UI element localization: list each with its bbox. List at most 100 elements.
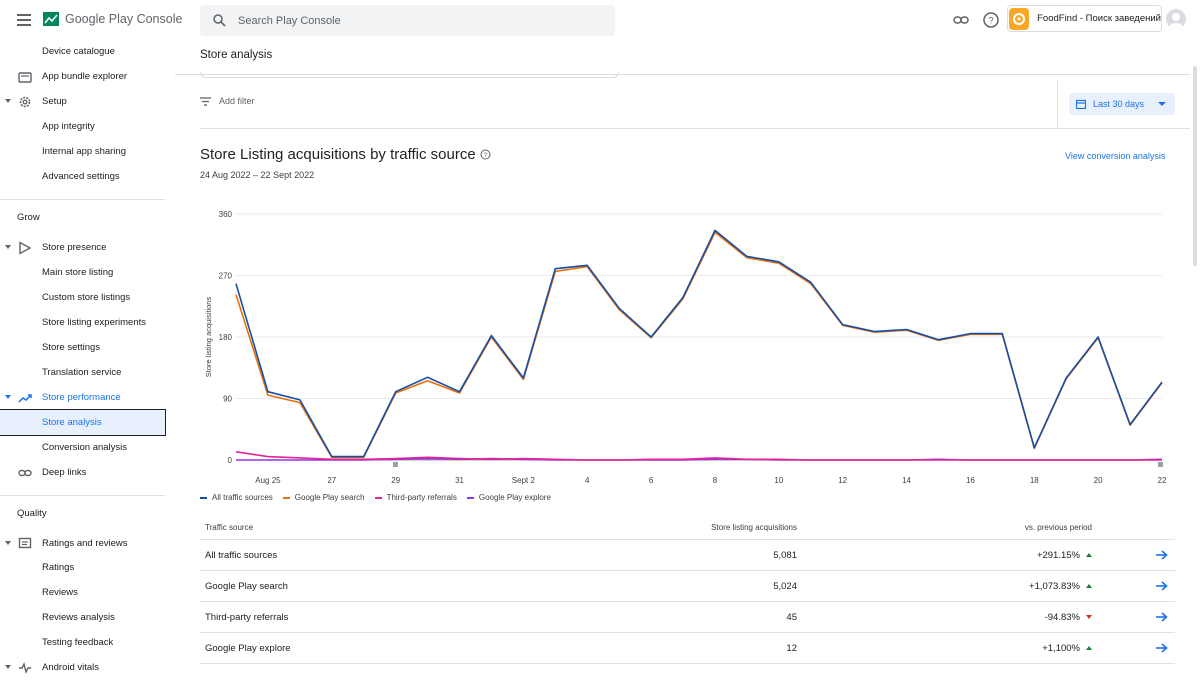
sidebar-item-label: Android vitals — [42, 662, 100, 673]
x-tick-label: 16 — [966, 476, 975, 485]
table-row[interactable]: Google Play search 5,024 +1,073.83% — [200, 571, 1175, 602]
change-value: +291.15% — [1036, 549, 1080, 561]
chart-legend: All traffic sources Google Play search T… — [200, 493, 551, 502]
y-tick-label: 270 — [219, 272, 233, 281]
menu-icon[interactable] — [17, 14, 31, 26]
app-selector[interactable]: FoodFind - Поиск заведений — [1007, 5, 1162, 32]
sidebar-item-ratings[interactable]: Ratings — [0, 555, 175, 580]
link-icon[interactable] — [952, 11, 970, 29]
header-divider — [175, 74, 1190, 75]
table-row[interactable]: Third-party referrals 45 -94.83% — [200, 602, 1175, 633]
arrow-right-icon[interactable] — [1156, 643, 1168, 653]
sidebar-item-advanced-settings[interactable]: Advanced settings — [0, 164, 175, 189]
caret-down-icon — [5, 665, 11, 669]
search-input[interactable] — [238, 14, 538, 27]
add-filter-label: Add filter — [219, 96, 255, 106]
arrow-right-icon[interactable] — [1156, 581, 1168, 591]
arrow-right-icon[interactable] — [1156, 550, 1168, 560]
sidebar-item-translation-service[interactable]: Translation service — [0, 360, 175, 385]
sidebar-item-label: Main store listing — [42, 267, 114, 278]
legend-item[interactable]: All traffic sources — [200, 493, 273, 502]
x-tick-label: 4 — [585, 476, 590, 485]
sidebar-item-label: Store presence — [42, 242, 107, 253]
trend-up-icon — [1086, 646, 1092, 650]
avatar[interactable] — [1166, 9, 1186, 29]
legend-item[interactable]: Google Play search — [282, 493, 365, 502]
x-tick-label: 8 — [713, 476, 718, 485]
column-header-acquisitions[interactable]: Store listing acquisitions — [711, 522, 797, 532]
legend-label: All traffic sources — [212, 493, 273, 502]
play-console-logo[interactable]: Google Play Console — [42, 10, 182, 28]
sidebar-item-store-presence[interactable]: Store presence — [0, 235, 175, 260]
sidebar-item-app-integrity[interactable]: App integrity — [0, 114, 175, 139]
x-tick-label: 6 — [649, 476, 654, 485]
table-row[interactable]: All traffic sources 5,081 +291.15% — [200, 540, 1175, 571]
add-filter-button[interactable]: Add filter — [200, 96, 255, 106]
column-header-traffic-source[interactable]: Traffic source — [205, 522, 254, 532]
svg-text:?: ? — [483, 152, 487, 159]
sidebar-item-label: Internal app sharing — [42, 146, 126, 157]
legend-swatch — [466, 496, 474, 499]
filter-icon — [200, 96, 211, 106]
series-line — [235, 229, 1163, 458]
sidebar-item-label: Testing feedback — [42, 637, 114, 648]
sidebar-item-reviews[interactable]: Reviews — [0, 580, 175, 605]
date-range-button[interactable]: Last 30 days — [1069, 93, 1175, 115]
trend-up-icon — [1086, 553, 1092, 557]
sidebar-item-deep-links[interactable]: Deep links — [0, 460, 175, 485]
sidebar-item-android-vitals[interactable]: Android vitals — [0, 655, 175, 680]
sidebar-item-store-performance[interactable]: Store performance — [0, 385, 175, 410]
legend-item[interactable]: Google Play explore — [466, 493, 551, 502]
legend-swatch — [374, 496, 382, 499]
column-header-change[interactable]: vs. previous period — [797, 523, 1092, 532]
traffic-source-table: Traffic source Store listing acquisition… — [200, 515, 1175, 664]
collapsed-card — [200, 72, 619, 78]
scrollbar[interactable] — [1193, 66, 1197, 266]
trend-down-icon — [1086, 615, 1092, 619]
app-name: FoodFind - Поиск заведений — [1037, 13, 1161, 24]
sidebar-item-conversion-analysis[interactable]: Conversion analysis — [0, 435, 175, 460]
search-bar[interactable] — [200, 5, 615, 36]
sidebar-item-setup[interactable]: Setup — [0, 89, 175, 114]
sidebar-item-main-store-listing[interactable]: Main store listing — [0, 260, 175, 285]
sidebar-item-label: Store settings — [42, 342, 101, 353]
date-range-label: Last 30 days — [1093, 99, 1145, 109]
sidebar-item-ratings-and-reviews[interactable]: Ratings and reviews — [0, 531, 175, 556]
view-conversion-analysis-link[interactable]: View conversion analysis — [1065, 151, 1166, 161]
sidebar-item-store-analysis[interactable]: Store analysis — [0, 409, 166, 436]
sidebar-item-reviews-analysis[interactable]: Reviews analysis — [0, 605, 175, 630]
sidebar-item-device-catalogue[interactable]: Device catalogue — [0, 39, 175, 64]
cell-change: +1,073.83% — [797, 581, 1092, 592]
filter-bar: Add filter — [200, 90, 1175, 118]
change-value: -94.83% — [1044, 611, 1080, 623]
arrow-right-icon[interactable] — [1156, 612, 1168, 622]
cell-acquisitions: 5,024 — [773, 580, 797, 592]
sidebar-item-label: Setup — [42, 96, 67, 107]
sidebar-item-app-bundle-explorer[interactable]: App bundle explorer — [0, 64, 175, 89]
page-title: Store analysis — [200, 49, 273, 61]
sidebar-item-label: Translation service — [42, 367, 122, 378]
gear-icon — [19, 96, 31, 108]
caret-down-icon — [5, 395, 11, 399]
sidebar-item-store-listing-experiments[interactable]: Store listing experiments — [0, 310, 175, 335]
sidebar-item-internal-app-sharing[interactable]: Internal app sharing — [0, 139, 175, 164]
help-icon[interactable]: ? — [480, 149, 491, 160]
table-row[interactable]: Google Play explore 12 +1,100% — [200, 633, 1175, 664]
play-icon — [19, 241, 32, 255]
legend-swatch — [282, 496, 290, 499]
change-value: +1,073.83% — [1029, 580, 1080, 592]
calendar-icon — [1076, 99, 1086, 109]
sidebar-item-testing-feedback[interactable]: Testing feedback — [0, 630, 175, 655]
sidebar-item-custom-store-listings[interactable]: Custom store listings — [0, 285, 175, 310]
vitals-icon — [19, 661, 31, 675]
sidebar-item-store-settings[interactable]: Store settings — [0, 335, 175, 360]
sidebar-divider — [0, 495, 165, 496]
caret-down-icon — [5, 245, 11, 249]
legend-item[interactable]: Third-party referrals — [374, 493, 457, 502]
sidebar-item-label: Device catalogue — [42, 46, 115, 57]
trend-up-icon — [1086, 584, 1092, 588]
sidebar-item-label: App bundle explorer — [42, 71, 128, 82]
help-icon[interactable]: ? — [982, 11, 1000, 29]
cell-traffic-source: All traffic sources — [205, 549, 278, 561]
y-tick-label: 360 — [219, 210, 233, 219]
